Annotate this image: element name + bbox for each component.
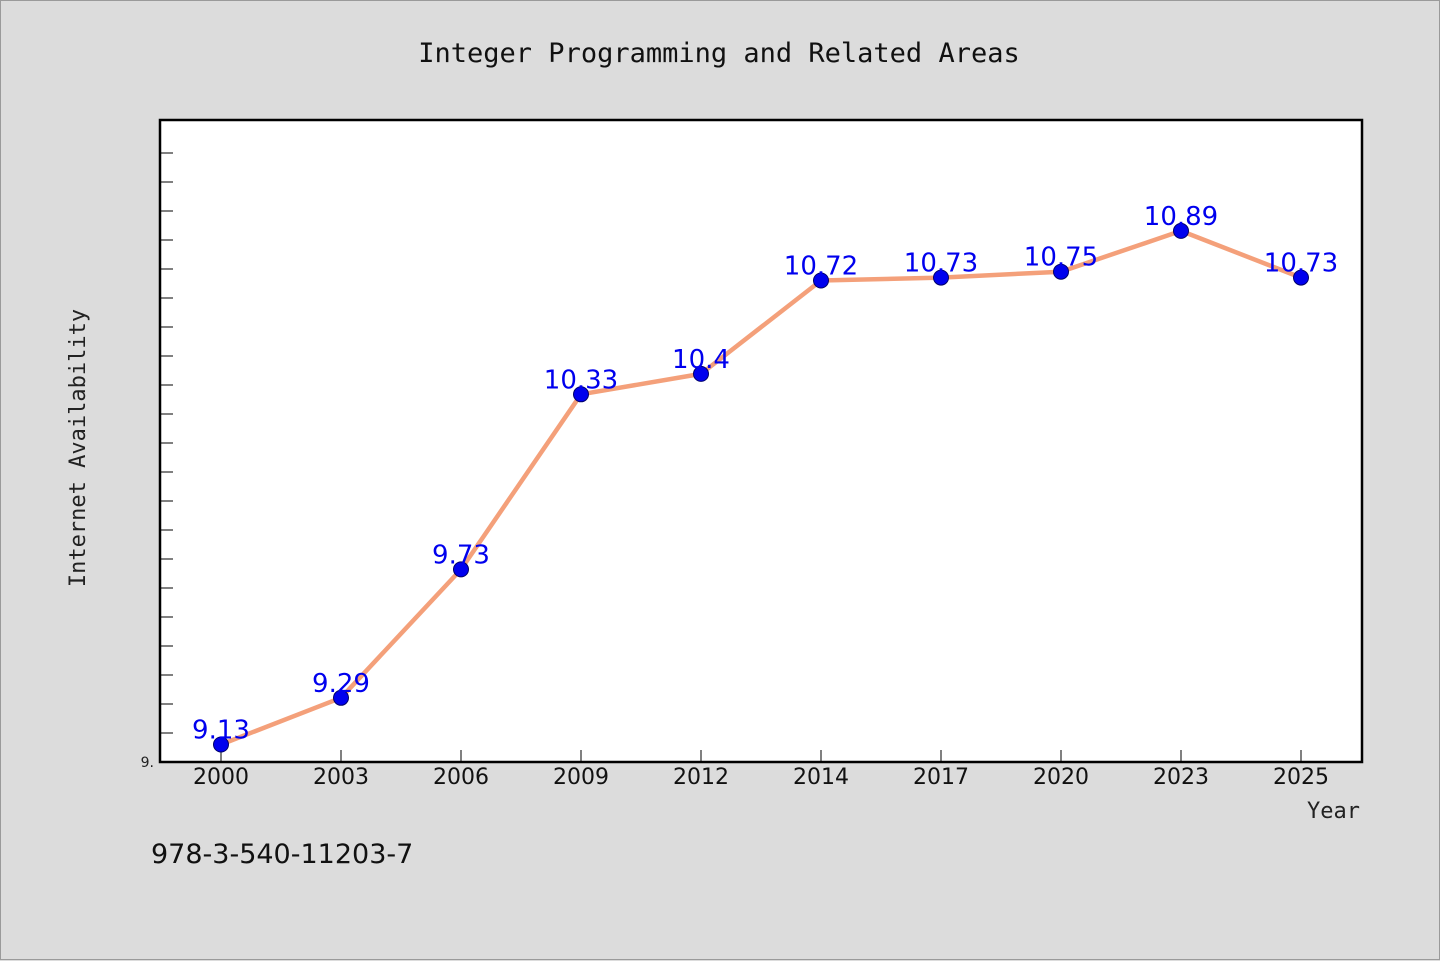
data-point bbox=[333, 689, 349, 706]
x-tick-label: 2014 bbox=[793, 765, 849, 790]
data-point bbox=[453, 561, 469, 578]
data-point bbox=[1173, 222, 1189, 239]
plot-area bbox=[158, 118, 1364, 764]
data-label: 10.73 bbox=[1264, 249, 1338, 279]
data-point bbox=[933, 269, 949, 286]
x-axis-ticks: 2000 2003 2006 2009 2012 2014 2017 2020 2023 2025 bbox=[193, 750, 1329, 790]
x-tick-label: 2009 bbox=[553, 765, 609, 790]
x-axis-label: Year bbox=[1307, 799, 1360, 824]
data-label: 10.89 bbox=[1144, 202, 1218, 232]
y-tick-label: 9. bbox=[141, 755, 154, 771]
x-tick-label: 2000 bbox=[193, 765, 249, 790]
data-label: 9.73 bbox=[432, 540, 490, 570]
data-point bbox=[573, 386, 589, 403]
series-line bbox=[220, 228, 1302, 747]
x-tick-label: 2025 bbox=[1273, 765, 1329, 790]
data-point bbox=[213, 736, 229, 753]
x-tick-label: 2006 bbox=[433, 765, 489, 790]
x-tick-label: 2012 bbox=[673, 765, 729, 790]
chart-title: Integer Programming and Related Areas bbox=[418, 38, 1019, 69]
x-tick-label: 2023 bbox=[1153, 765, 1209, 790]
x-tick-label: 2003 bbox=[313, 765, 369, 790]
data-label: 9.29 bbox=[312, 669, 370, 699]
data-point bbox=[693, 365, 709, 382]
series: 9.13 9.29 9.73 10.33 10.4 10.72 10.73 10.75 10.8… bbox=[192, 202, 1338, 753]
data-label: 10.72 bbox=[784, 252, 858, 282]
data-label: 10.73 bbox=[904, 249, 978, 279]
data-point bbox=[813, 272, 829, 289]
data-label: 10.75 bbox=[1024, 243, 1098, 273]
y-axis-ticks: 9. bbox=[141, 152, 173, 771]
footnote: 978-3-540-11203-7 bbox=[151, 839, 413, 870]
data-label: 10.33 bbox=[544, 365, 618, 395]
data-point bbox=[1053, 263, 1069, 280]
y-axis-label: Internet Availability bbox=[66, 309, 91, 587]
data-label: 9.13 bbox=[192, 716, 250, 746]
data-label: 10.4 bbox=[672, 345, 730, 375]
data-point bbox=[1293, 269, 1309, 286]
x-tick-label: 2017 bbox=[913, 765, 969, 790]
x-tick-label: 2020 bbox=[1033, 765, 1089, 790]
